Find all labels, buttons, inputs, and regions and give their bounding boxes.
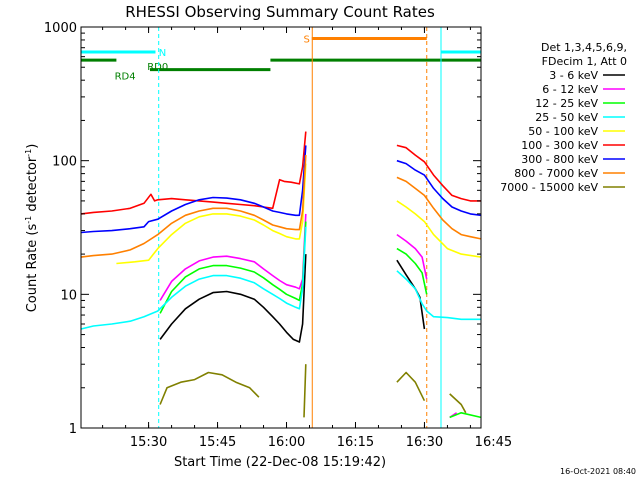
x-tick-label: 15:45 xyxy=(199,435,236,450)
legend-header-line2: FDecim 1, Att 0 xyxy=(542,55,627,68)
legend-label: 6 - 12 keV xyxy=(542,83,598,96)
y-tick-label: 100 xyxy=(52,155,77,170)
series-line-5 xyxy=(116,163,482,265)
legend-label: 300 - 800 keV xyxy=(521,153,598,166)
chart-title: RHESSI Observing Summary Count Rates xyxy=(125,3,435,21)
series-line-4 xyxy=(80,226,481,330)
x-tick-label: 15:30 xyxy=(130,435,167,450)
legend: Det 1,3,4,5,6,9, FDecim 1, Att 0 3 - 6 k… xyxy=(500,41,627,194)
y-axis-label: Count Rate (s-1 detector-1) xyxy=(24,144,40,313)
series-line-3 xyxy=(159,221,482,419)
x-tick-label: 16:30 xyxy=(406,435,443,450)
legend-label: 3 - 6 keV xyxy=(549,69,598,82)
series-line-7 xyxy=(80,145,482,234)
legend-label: 12 - 25 keV xyxy=(535,97,598,110)
x-tick-label: 16:00 xyxy=(268,435,305,450)
status-bar-label-rd4: RD4 xyxy=(115,72,136,83)
x-axis-ticks: 15:30 15:45 16:00 16:15 16:30 16:45 xyxy=(102,27,512,450)
legend-label: 800 - 7000 keV xyxy=(514,167,598,180)
legend-label: 100 - 300 keV xyxy=(521,139,598,152)
y-axis-ticks: 1 10 100 1000 xyxy=(44,21,481,437)
y-tick-label: 1000 xyxy=(44,21,77,36)
legend-label: 25 - 50 keV xyxy=(535,111,598,124)
status-bar-label-s: S xyxy=(304,35,310,46)
status-bar-label-n: N xyxy=(159,48,166,59)
legend-header-line1: Det 1,3,4,5,6,9, xyxy=(541,41,627,54)
y-tick-label: 10 xyxy=(60,288,77,303)
series-line-6 xyxy=(80,131,481,215)
y-tick-label: 1 xyxy=(69,422,77,437)
data-series xyxy=(80,131,482,419)
plot-frame xyxy=(80,26,482,429)
footer-date: 16-Oct-2021 08:40 xyxy=(560,467,636,476)
legend-label: 50 - 100 keV xyxy=(528,125,598,138)
series-line-9 xyxy=(159,364,467,418)
series-line-8 xyxy=(80,155,482,258)
legend-label: 7000 - 15000 keV xyxy=(500,181,598,194)
status-bars: N RD0 RD4 S xyxy=(81,35,481,83)
x-tick-label: 16:15 xyxy=(337,435,374,450)
x-axis-label: Start Time (22-Dec-08 15:19:42) xyxy=(174,455,386,470)
status-bar-label-rd0: RD0 xyxy=(147,62,168,73)
x-tick-label: 16:45 xyxy=(475,435,512,450)
